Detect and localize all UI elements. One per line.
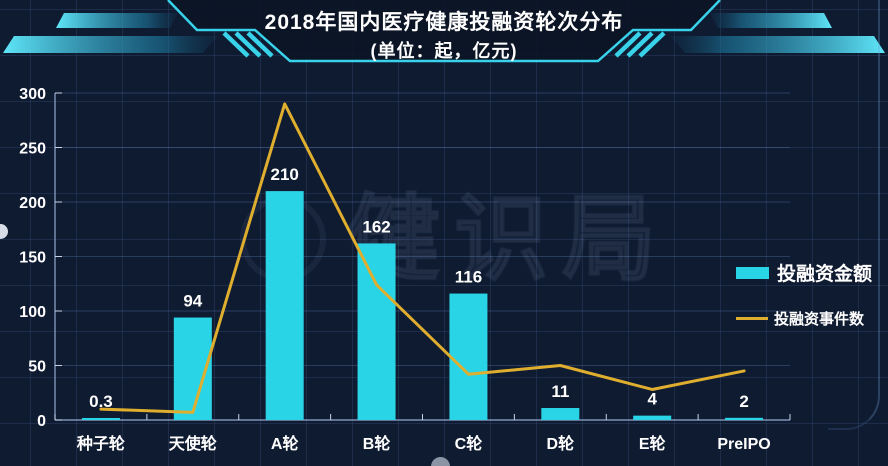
left-decor-bar-top <box>56 13 178 28</box>
x-axis-label: 种子轮 <box>76 434 125 453</box>
bar <box>449 293 488 420</box>
bar <box>265 191 304 420</box>
bar-value-label: 4 <box>647 390 657 409</box>
bar-value-label: 0.3 <box>89 392 113 411</box>
x-axis-label: B轮 <box>363 434 391 453</box>
right-decor-bar-bottom <box>670 36 885 53</box>
bar-value-label: 162 <box>362 217 390 236</box>
bar-value-label: 116 <box>455 268 482 287</box>
right-edge-frame <box>828 0 880 430</box>
legend-label-amount: 投融资金额 <box>777 264 873 285</box>
header-decoration <box>3 0 885 63</box>
x-axis-label: A轮 <box>271 434 299 453</box>
legend-label-events: 投融资事件数 <box>774 311 865 328</box>
line-swatch-icon <box>736 317 768 320</box>
chart-legend: 投融资金额 投融资事件数 <box>736 259 872 329</box>
bar <box>357 243 396 420</box>
y-axis-label: 50 <box>28 359 46 376</box>
bar-value-label: 210 <box>271 165 299 184</box>
chart-subtitle: (单位：起，亿元) <box>370 41 518 61</box>
series-line <box>99 102 746 414</box>
legend-item-events[interactable]: 投融资事件数 <box>736 308 872 329</box>
bar-value-label: 11 <box>551 382 569 401</box>
bottom-edge-dot <box>431 457 450 466</box>
x-axis-label: C轮 <box>455 434 483 453</box>
y-axis-label: 100 <box>19 304 46 321</box>
bar <box>633 415 672 420</box>
y-axis-label: 0 <box>37 413 46 430</box>
y-axis-label: 150 <box>19 250 46 267</box>
bar <box>541 408 580 420</box>
left-decor-bar-bottom <box>3 36 218 53</box>
left-edge-dot <box>0 224 8 239</box>
x-axis-label: 天使轮 <box>169 434 217 453</box>
bar-value-label: 2 <box>739 392 748 411</box>
bar-value-label: 94 <box>183 292 202 311</box>
y-axis-label: 200 <box>19 195 46 212</box>
chart-title: 2018年国内医疗健康投融资轮次分布 <box>264 11 624 34</box>
x-axis-label: PreIPO <box>717 436 770 453</box>
right-decor-bar-top <box>710 13 832 28</box>
bar-swatch-icon <box>736 266 769 279</box>
title-panel <box>168 0 720 61</box>
title-frame-line <box>167 0 721 63</box>
right-slash-marks <box>614 31 666 58</box>
bar <box>725 417 764 420</box>
legend-item-amount[interactable]: 投融资金额 <box>736 259 872 286</box>
y-axis-label: 300 <box>19 86 46 103</box>
x-axis-label: E轮 <box>639 434 666 453</box>
left-slash-marks <box>222 31 274 58</box>
chart-header: 2018年国内医疗健康投融资轮次分布 (单位：起，亿元) <box>0 0 888 66</box>
y-axis-label: 250 <box>19 141 46 158</box>
bar <box>81 418 120 420</box>
x-axis-label: D轮 <box>547 434 575 453</box>
